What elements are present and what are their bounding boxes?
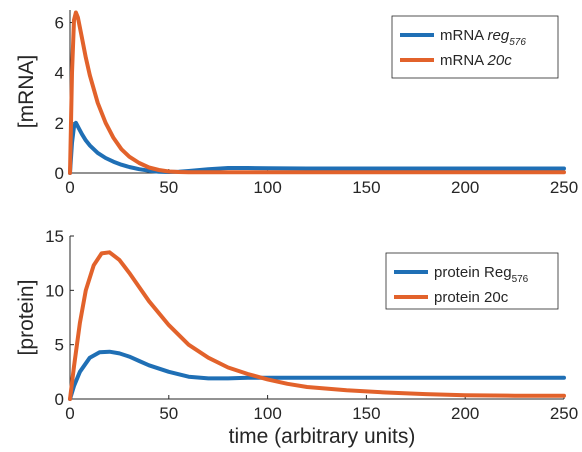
y-tick-label: 5 [55, 336, 64, 355]
series-line-2 [68, 10, 566, 175]
legend-label-main: protein Reg [434, 264, 512, 281]
legend-label-italic: reg [488, 27, 510, 44]
legend-label-2: mRNA 20c [440, 52, 512, 69]
x-tick-label: 150 [352, 178, 380, 197]
legend-label-1: protein Reg576 [434, 264, 529, 285]
x-tick-label: 100 [253, 178, 281, 197]
x-tick-label: 0 [65, 178, 74, 197]
y-tick-label: 6 [55, 14, 64, 33]
legend-label-main: mRNA [440, 52, 488, 69]
y-tick-label: 15 [45, 227, 64, 246]
legend-box [391, 15, 559, 79]
legend-label-italic: 20c [487, 52, 513, 69]
y-axis-label: [protein] [15, 280, 38, 356]
legend-label-1: mRNA reg576 [440, 27, 526, 48]
x-tick-label: 250 [550, 178, 578, 197]
x-tick-label: 250 [550, 404, 578, 423]
x-tick-label: 100 [253, 404, 281, 423]
x-tick-label: 50 [159, 178, 178, 197]
y-tick-label: 0 [55, 390, 64, 409]
x-tick-label: 200 [451, 178, 479, 197]
y-tick-label: 4 [55, 64, 64, 83]
x-tick-label: 150 [352, 404, 380, 423]
legend-label-subscript: 576 [509, 37, 526, 48]
legend-label-main: mRNA [440, 27, 488, 44]
x-axis-label: time (arbitrary units) [229, 425, 416, 448]
chart-panel-2: 0 50 100 150 200 250 0 5 10 15 [protein] time (arbi… [15, 227, 578, 448]
y-tick-label: 2 [55, 114, 64, 133]
series-line-1 [68, 349, 566, 401]
legend-box [385, 252, 559, 310]
legend-label-main: protein 20c [434, 289, 509, 306]
legend-label-subscript: 576 [512, 274, 529, 285]
series-line-1 [68, 120, 566, 175]
legend-label-2: protein 20c [434, 289, 509, 306]
x-tick-label: 50 [159, 404, 178, 423]
y-tick-label: 10 [45, 281, 64, 300]
y-tick-label: 0 [55, 164, 64, 183]
series-line-2 [68, 250, 566, 401]
x-tick-label: 200 [451, 404, 479, 423]
y-axis-label: [mRNA] [15, 55, 38, 129]
x-tick-label: 0 [65, 404, 74, 423]
